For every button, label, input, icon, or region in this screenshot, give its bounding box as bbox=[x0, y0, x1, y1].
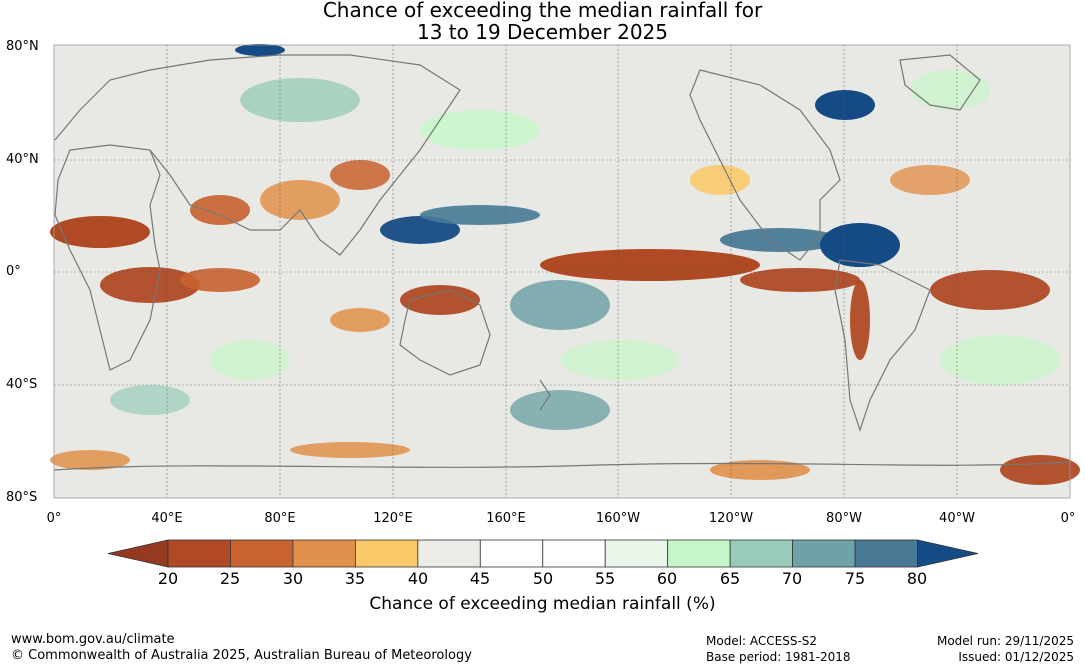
colorbar-tick: 65 bbox=[719, 569, 741, 588]
probability-region bbox=[210, 340, 290, 380]
colorbar-cell bbox=[417, 539, 481, 568]
lon-label-0-left: 0° bbox=[46, 511, 62, 526]
probability-region bbox=[930, 270, 1050, 310]
coastline-north-america bbox=[689, 69, 841, 261]
colorbar-cell bbox=[729, 539, 794, 568]
map-title-line-1: Chance of exceeding the median rainfall … bbox=[322, 0, 763, 22]
coastline-australia bbox=[399, 289, 491, 376]
probability-region bbox=[110, 385, 190, 415]
lon-label-40e: 40°E bbox=[151, 511, 183, 526]
lon-label-120e: 120°E bbox=[373, 511, 413, 526]
colorbar-cell bbox=[292, 539, 356, 568]
lat-label-80n: 80°N bbox=[6, 39, 39, 54]
colorbar-tick: 20 bbox=[157, 569, 179, 588]
probability-region bbox=[420, 205, 540, 225]
probability-region bbox=[890, 165, 970, 195]
probability-region bbox=[1000, 455, 1080, 485]
lon-label-120w: 120°W bbox=[708, 511, 754, 526]
probability-region bbox=[560, 340, 680, 380]
colorbar-cell bbox=[667, 539, 731, 568]
lon-label-80e: 80°E bbox=[264, 511, 296, 526]
colorbar-arrow-high bbox=[917, 539, 979, 568]
rainfall-probability-map bbox=[50, 44, 1080, 499]
colorbar-cell bbox=[792, 539, 856, 568]
colorbar-cell bbox=[604, 539, 669, 568]
lon-label-160e: 160°E bbox=[486, 511, 526, 526]
probability-region bbox=[820, 223, 900, 267]
colorbar-tick: 55 bbox=[594, 569, 616, 588]
probability-region bbox=[180, 268, 260, 292]
footer-url: www.bom.gov.au/climate bbox=[11, 632, 175, 647]
probability-region bbox=[330, 160, 390, 190]
probability-region bbox=[420, 110, 540, 150]
probability-region bbox=[815, 90, 875, 120]
colorbar-tick: 40 bbox=[407, 569, 429, 588]
lon-label-80w: 80°W bbox=[826, 511, 862, 526]
probability-region bbox=[400, 285, 480, 315]
colorbar-cell bbox=[230, 539, 294, 568]
probability-region bbox=[260, 180, 340, 220]
graticule bbox=[54, 45, 1070, 498]
coastlines bbox=[53, 54, 1071, 471]
colorbar-tick: 75 bbox=[844, 569, 866, 588]
colorbar-cells bbox=[107, 539, 979, 568]
colorbar-cell bbox=[854, 539, 918, 568]
colorbar-label: Chance of exceeding median rainfall (%) bbox=[369, 594, 716, 614]
probability-region bbox=[910, 70, 990, 110]
colorbar-cell bbox=[479, 539, 544, 568]
colorbar-cell bbox=[542, 539, 606, 568]
colorbar-tick: 50 bbox=[532, 569, 554, 588]
colorbar-arrow-low bbox=[107, 539, 169, 568]
probability-region bbox=[380, 216, 460, 244]
footer-model: Model: ACCESS-S2 bbox=[706, 634, 818, 648]
coastline-greenland bbox=[899, 54, 981, 111]
colorbar-tick: 80 bbox=[906, 569, 928, 588]
footer-model-run: Model run: 29/11/2025 bbox=[936, 634, 1074, 648]
colorbar-tick: 35 bbox=[344, 569, 366, 588]
colorbar-cell bbox=[167, 539, 231, 568]
coastline-eurasia bbox=[54, 54, 461, 256]
colorbar-tick: 45 bbox=[469, 569, 491, 588]
probability-region bbox=[50, 450, 130, 470]
coastline-antarctica bbox=[53, 461, 1071, 471]
footer-base-period: Base period: 1981-2018 bbox=[706, 650, 851, 664]
lat-label-equator: 0° bbox=[6, 264, 21, 279]
probability-region bbox=[330, 308, 390, 332]
colorbar-tick: 30 bbox=[282, 569, 304, 588]
probability-region bbox=[190, 195, 250, 225]
probability-region bbox=[290, 442, 410, 458]
lat-label-80s: 80°S bbox=[6, 490, 38, 505]
probability-region bbox=[100, 267, 200, 303]
colorbar-tick: 70 bbox=[781, 569, 803, 588]
lon-label-160w: 160°W bbox=[595, 511, 641, 526]
colorbar-tick: 60 bbox=[656, 569, 678, 588]
probability-region bbox=[710, 460, 810, 480]
footer-issued: Issued: 01/12/2025 bbox=[958, 650, 1074, 664]
probability-region bbox=[235, 44, 285, 56]
footer-copyright: © Commonwealth of Australia 2025, Austra… bbox=[11, 648, 472, 663]
probability-region bbox=[690, 165, 750, 195]
probability-region bbox=[240, 78, 360, 122]
lat-label-40n: 40°N bbox=[6, 152, 39, 167]
probability-region bbox=[50, 216, 150, 248]
probability-region bbox=[720, 228, 840, 252]
map-title-line-2: 13 to 19 December 2025 bbox=[416, 20, 668, 44]
lat-label-40s: 40°S bbox=[6, 377, 38, 392]
colorbar-tick: 25 bbox=[219, 569, 241, 588]
probability-regions bbox=[50, 44, 1080, 485]
probability-region bbox=[540, 249, 760, 281]
probability-region bbox=[850, 280, 870, 360]
lon-label-0-right: 0° bbox=[1060, 511, 1076, 526]
probability-region bbox=[510, 390, 610, 430]
probability-region bbox=[940, 335, 1060, 385]
colorbar-cell bbox=[354, 539, 419, 568]
coastline-south-america bbox=[834, 259, 931, 432]
probability-region bbox=[740, 268, 860, 292]
map-frame bbox=[53, 44, 1071, 499]
lon-label-40w: 40°W bbox=[939, 511, 975, 526]
coastline-africa bbox=[54, 144, 161, 371]
probability-region bbox=[510, 280, 610, 330]
